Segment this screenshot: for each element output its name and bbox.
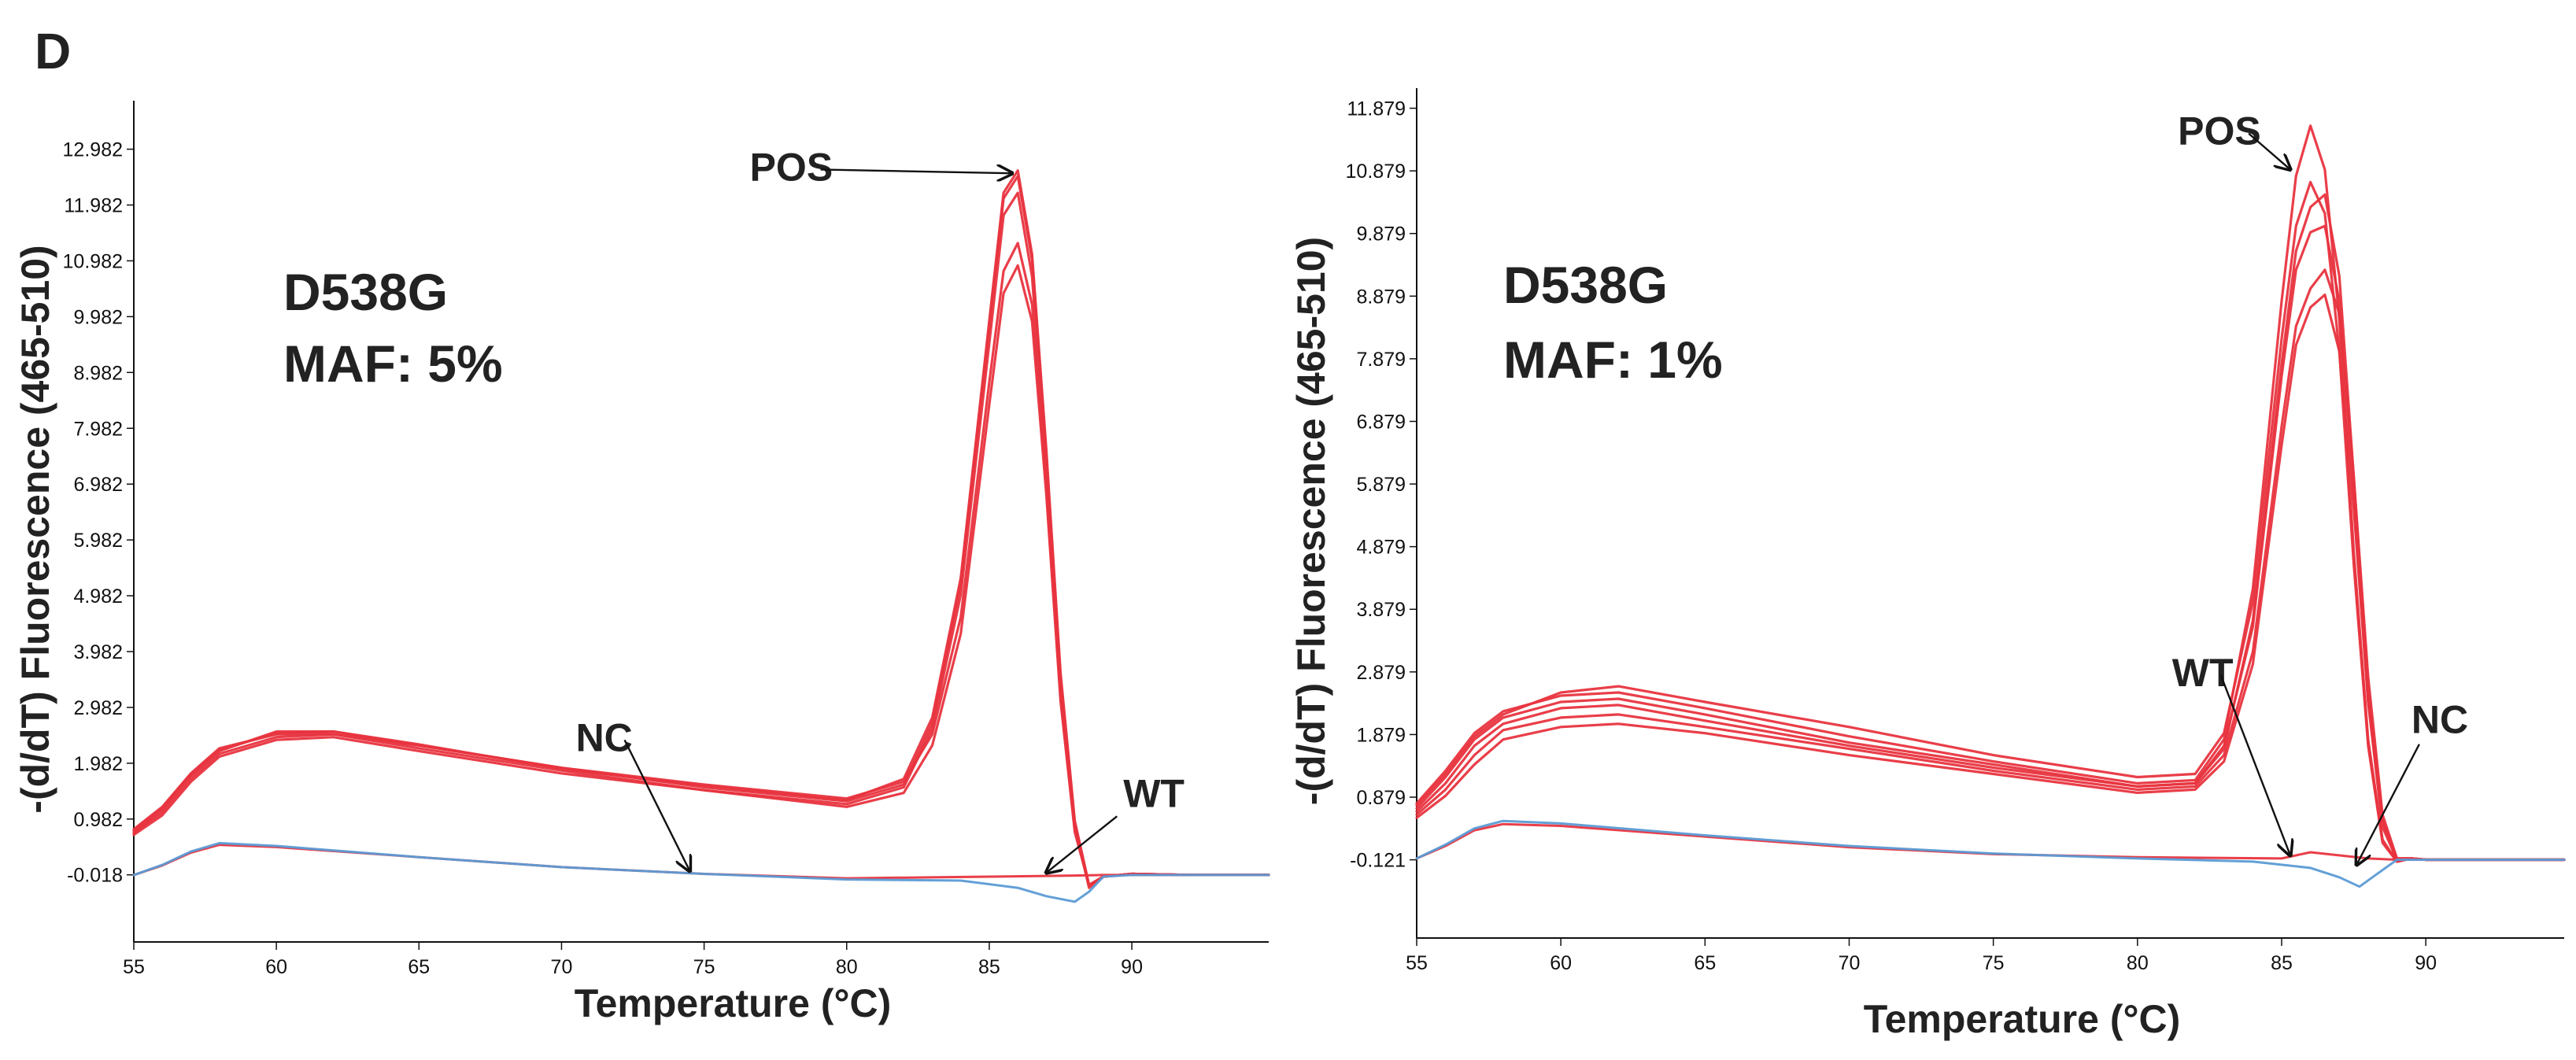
chart-panel-1: -0.018 0.982 1.982 2.982 3.982 4.982 5.982 6.98…	[13, 101, 1270, 1025]
x-axis-label: Temperature (°C)	[1864, 997, 2180, 1041]
y-tick-label: 2.879	[1356, 662, 1406, 684]
x-tick-label: 65	[408, 956, 430, 978]
x-tick-label: 90	[2415, 952, 2437, 974]
annotation-arrow	[2219, 674, 2290, 855]
chart-title: D538G	[1503, 256, 1668, 314]
x-axis-label: Temperature (°C)	[575, 981, 891, 1025]
y-tick-label: -0.121	[1350, 850, 1406, 872]
x-tick-label: 85	[978, 956, 1000, 978]
annotation-pos: POS	[2178, 109, 2261, 153]
x-tick-label: 70	[1839, 952, 1861, 974]
annotation-arrow	[820, 169, 1012, 173]
y-axis-label: -(d/dT) Fluorescence (465-510)	[1289, 237, 1333, 805]
annotation-wt: WT	[1123, 771, 1185, 815]
x-tick-label: 90	[1121, 956, 1143, 978]
y-tick-label: -0.018	[67, 865, 123, 887]
y-tick-label: 5.982	[73, 530, 123, 552]
y-tick-label: 3.982	[73, 641, 123, 663]
annotation-nc: NC	[2412, 698, 2468, 742]
chart-subtitle: MAF: 5%	[283, 334, 503, 393]
series-line-wt	[1415, 819, 2566, 888]
x-tick-label: 75	[1983, 952, 2005, 974]
y-tick-label: 0.879	[1356, 787, 1406, 809]
y-tick-label: 2.982	[73, 697, 123, 719]
y-tick-label: 1.879	[1356, 724, 1406, 746]
x-tick-label: 60	[265, 956, 287, 978]
y-tick-label: 5.879	[1356, 474, 1406, 496]
series-line-wt	[132, 841, 1270, 903]
annotation-arrow	[1046, 815, 1118, 873]
annotation-nc: NC	[576, 715, 633, 759]
series-line-pos	[1415, 224, 2566, 862]
y-tick-label: 9.982	[73, 306, 123, 328]
x-tick-label: 55	[1406, 952, 1428, 974]
series-line-pos	[1415, 124, 2566, 863]
y-tick-label: 1.982	[73, 753, 123, 775]
x-tick-label: 80	[2127, 952, 2149, 974]
y-tick-label: 7.879	[1356, 349, 1406, 371]
y-axis-label: -(d/dT) Fluorescence (465-510)	[13, 245, 57, 813]
annotation-arrow	[623, 739, 690, 871]
series-line-pos	[132, 169, 1270, 887]
x-tick-label: 85	[2271, 952, 2293, 974]
annotation-wt: WT	[2172, 651, 2234, 695]
y-tick-label: 10.982	[63, 250, 123, 272]
y-tick-label: 3.879	[1356, 599, 1406, 621]
y-tick-label: 7.982	[73, 418, 123, 440]
y-tick-label: 6.879	[1356, 411, 1406, 433]
chart-panel-2: -0.121 0.879 1.879 2.879 3.879 4.879 5.879 6.87…	[1289, 88, 2566, 1041]
annotation-pos: POS	[750, 145, 833, 189]
y-tick-label: 12.982	[63, 139, 123, 161]
x-tick-label: 80	[836, 956, 858, 978]
x-tick-label: 60	[1550, 952, 1572, 974]
y-tick-label: 9.879	[1356, 223, 1406, 246]
y-tick-label: 0.982	[73, 809, 123, 831]
y-tick-label: 4.879	[1356, 537, 1406, 559]
annotation-arrow	[2248, 132, 2290, 170]
y-tick-label: 11.982	[64, 195, 123, 217]
y-tick-label: 8.879	[1356, 286, 1406, 308]
x-tick-label: 55	[123, 956, 145, 978]
y-tick-label: 10.879	[1346, 161, 1406, 183]
chart-subtitle: MAF: 1%	[1503, 331, 1723, 389]
chart-title: D538G	[283, 263, 448, 321]
x-tick-label: 70	[551, 956, 573, 978]
y-tick-label: 8.982	[73, 362, 123, 384]
x-tick-label: 75	[693, 956, 715, 978]
x-tick-label: 65	[1694, 952, 1716, 974]
panel-letter: D	[35, 23, 72, 79]
y-tick-label: 11.879	[1347, 98, 1406, 120]
y-tick-label: 4.982	[73, 585, 123, 608]
y-tick-label: 6.982	[73, 474, 123, 496]
annotation-arrow	[2356, 744, 2420, 865]
